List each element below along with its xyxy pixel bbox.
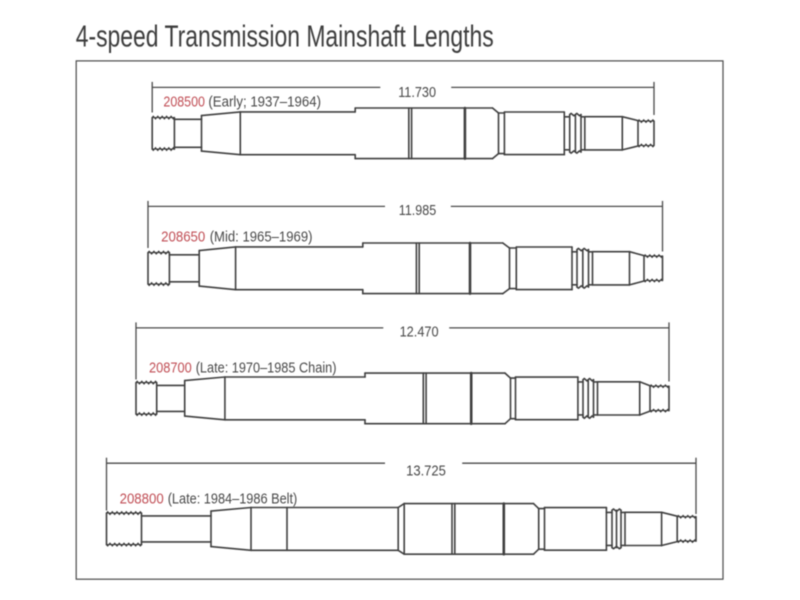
svg-text:208500: 208500 xyxy=(163,95,205,111)
svg-text:208700: 208700 xyxy=(149,361,192,377)
svg-text:(Late: 1984–1986 Belt): (Late: 1984–1986 Belt) xyxy=(168,491,298,507)
svg-text:(Late: 1970–1985 Chain): (Late: 1970–1985 Chain) xyxy=(196,361,337,377)
svg-text:208650: 208650 xyxy=(161,229,205,245)
svg-text:11.730: 11.730 xyxy=(398,85,436,101)
svg-text:208800: 208800 xyxy=(120,491,164,507)
svg-text:12.470: 12.470 xyxy=(400,324,439,340)
svg-text:13.725: 13.725 xyxy=(406,464,446,480)
svg-text:4-speed Transmission Mainshaft: 4-speed Transmission Mainshaft Lengths xyxy=(76,19,494,54)
svg-text:(Mid: 1965–1969): (Mid: 1965–1969) xyxy=(210,229,313,245)
svg-text:11.985: 11.985 xyxy=(399,203,436,219)
svg-text:(Early; 1937–1964): (Early; 1937–1964) xyxy=(208,95,321,111)
